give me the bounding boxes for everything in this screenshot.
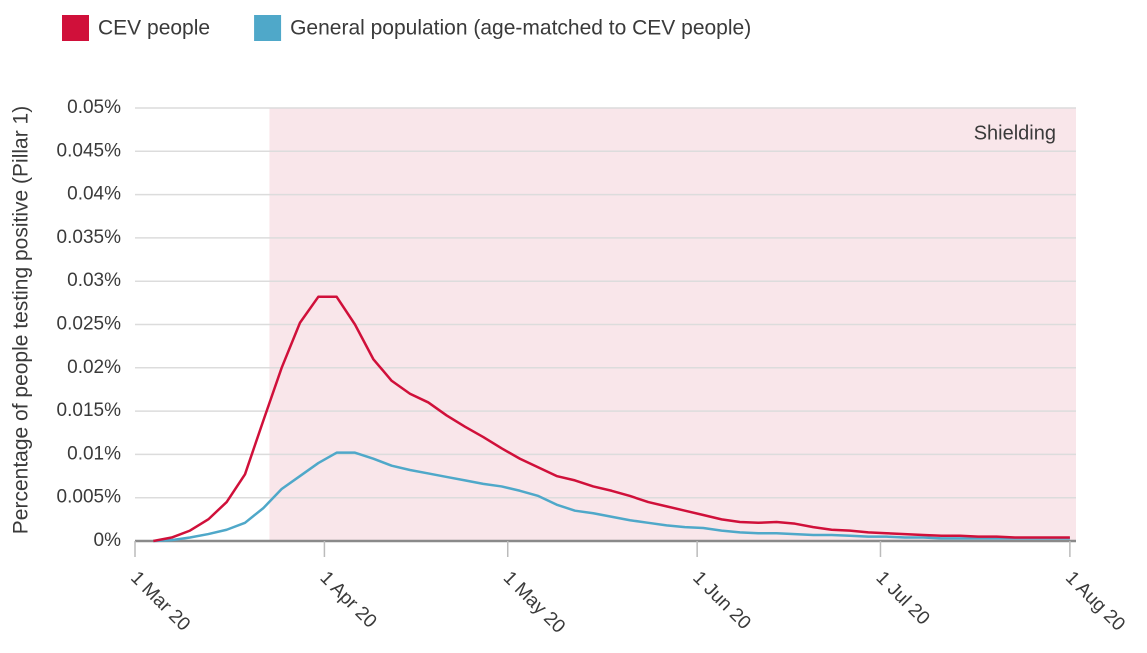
data-line <box>153 451 1070 543</box>
x-tick-label: 1 Jun 20 <box>688 567 754 633</box>
shading-label: Shielding <box>974 122 1056 144</box>
y-tick-label: 0.02% <box>67 357 121 378</box>
y-axis-title: Percentage of people testing positive (P… <box>10 106 33 534</box>
x-tick-label: 1 Mar 20 <box>126 567 194 635</box>
x-tick-label: 1 Aug 20 <box>1061 567 1129 635</box>
legend-swatch <box>254 15 282 41</box>
legend-label: CEV people <box>98 17 210 40</box>
y-tick-label: 0.03% <box>67 270 121 291</box>
y-tick-label: 0.05% <box>67 97 121 118</box>
y-tick-label: 0.045% <box>57 140 122 161</box>
x-tick-label: 1 May 20 <box>499 567 569 637</box>
y-tick-label: 0.01% <box>67 443 121 464</box>
x-tick-label: 1 Jul 20 <box>872 567 934 629</box>
y-tick-label: 0.015% <box>57 400 122 421</box>
y-tick-label: 0.025% <box>57 314 122 335</box>
data-line <box>153 295 1070 543</box>
y-tick-label: 0.04% <box>67 184 121 205</box>
x-tick-label: 1 Apr 20 <box>316 567 381 632</box>
y-tick-label: 0.035% <box>57 227 122 248</box>
y-tick-label: 0.005% <box>57 487 122 508</box>
legend-label: General population (age-matched to CEV p… <box>290 17 751 40</box>
legend-swatch <box>62 15 89 41</box>
y-tick-label: 0% <box>94 530 122 551</box>
